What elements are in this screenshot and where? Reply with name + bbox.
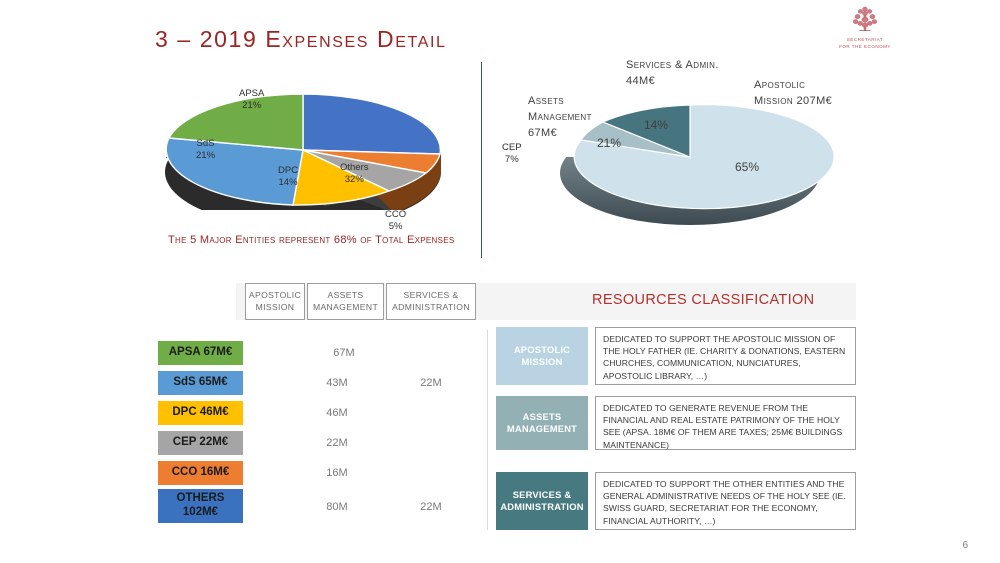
classification-tag-apostolic-mission: APOSTOLIC MISSION	[496, 327, 588, 385]
table-right-separator	[487, 330, 488, 530]
entity-chip-cep: CEP 22M€	[158, 431, 243, 455]
pie-slice-label-others: Others 32%	[340, 162, 369, 185]
left-chart-caption: The 5 Major Entities represent 68% of To…	[168, 234, 455, 246]
entity-chip-sds: SdS 65M€	[158, 371, 243, 395]
cell-dpc-apostolic: 46M	[326, 407, 348, 419]
pie-slice-label-sds: SdS 21%	[196, 138, 216, 161]
pie-slice-label-dpc: DPC 14%	[278, 165, 299, 188]
resources-classification-title: RESOURCES CLASSIFICATION	[592, 292, 815, 308]
column-header-services-administration: SERVICES & ADMINISTRATION	[386, 283, 476, 320]
entity-chip-cco: CCO 16M€	[158, 461, 243, 485]
classification-tag-services-administration: SERVICES & ADMINISTRATION	[496, 472, 588, 530]
right-pie-callout-assets: Assets Management 67M€	[528, 95, 592, 139]
classification-desc-assets-management: DEDICATED TO GENERATE REVENUE FROM THE F…	[595, 396, 856, 450]
classification-tag-assets-management: ASSETS MANAGEMENT	[496, 396, 588, 450]
classification-desc-apostolic-mission: DEDICATED TO SUPPORT THE APOSTOLIC MISSI…	[595, 327, 856, 385]
right-pie-callout-apostolic: Apostolic Mission 207M€	[754, 79, 833, 107]
cell-others-services: 22M	[420, 501, 442, 513]
cell-cep-apostolic: 22M	[326, 437, 348, 449]
cell-cco-apostolic: 16M	[326, 467, 348, 479]
cell-sds-services: 22M	[420, 377, 442, 389]
pie-3d-entity-svg	[165, 93, 442, 210]
section-divider	[481, 62, 482, 258]
right-pie-callout-services: Services & Admin. 44M€	[626, 59, 719, 87]
column-header-assets-management: ASSETS MANAGEMENT	[307, 283, 384, 320]
cell-apsa-assets: 67M	[333, 347, 355, 359]
papal-coat-of-arms-icon	[853, 6, 878, 32]
pie-3d-classification-svg	[560, 104, 835, 225]
chart-expenses-by-entity: Others 32% CCO 5%	[158, 72, 448, 232]
entity-chip-dpc: DPC 46M€	[158, 401, 243, 425]
pie-slice-label-cep: CEP 7%	[502, 142, 522, 165]
logo-text: Secretariat for the Economy	[839, 37, 891, 49]
entity-chip-apsa: APSA 67M€	[158, 341, 243, 365]
pie-slice-label-65: 65%	[735, 160, 760, 174]
page-title: 3 – 2019 Expenses Detail	[155, 26, 447, 52]
secretariat-logo: Secretariat for the Economy	[822, 6, 908, 54]
cell-sds-apostolic: 43M	[326, 377, 348, 389]
pie-slice-label-14: 14%	[644, 118, 669, 132]
pie-slice-label-21: 21%	[597, 136, 622, 150]
cell-others-apostolic: 80M	[326, 501, 348, 513]
pie-slice-label-apsa: APSA 21%	[239, 88, 265, 111]
entity-chip-others: OTHERS 102M€	[158, 489, 243, 523]
chart-expenses-by-classification: 65% 21% 14%	[540, 95, 870, 240]
classification-desc-services-administration: DEDICATED TO SUPPORT THE OTHER ENTITIES …	[595, 472, 856, 530]
column-header-apostolic-mission: APOSTOLIC MISSION	[245, 283, 305, 320]
pie-slice-label-cco: CCO 5%	[385, 209, 407, 232]
page-number: 6	[962, 540, 968, 551]
